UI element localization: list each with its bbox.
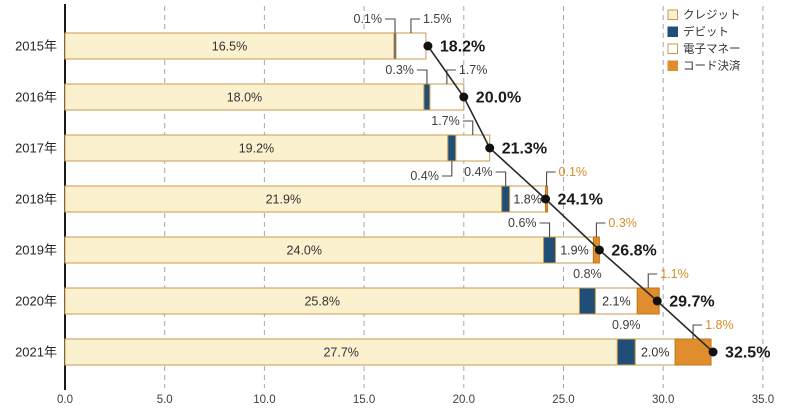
total-label: 18.2% bbox=[440, 39, 485, 56]
year-label: 2016年 bbox=[15, 90, 57, 105]
callout-connector bbox=[385, 18, 396, 33]
segment-value-label: 16.5% bbox=[212, 40, 247, 54]
total-label: 29.7% bbox=[669, 294, 714, 311]
trend-dot bbox=[423, 41, 433, 51]
segment-value-label: 0.4% bbox=[464, 165, 493, 179]
segment-value-label: 0.3% bbox=[608, 216, 637, 230]
segment-value-label: 19.2% bbox=[239, 142, 274, 156]
segment-emoney bbox=[555, 236, 594, 264]
segment-debit bbox=[447, 134, 457, 162]
total-label: 24.1% bbox=[558, 192, 603, 209]
segment-emoney bbox=[594, 287, 638, 315]
trend-dot bbox=[485, 143, 495, 153]
legend-swatch-credit-icon bbox=[667, 9, 678, 20]
callout-connector bbox=[446, 69, 456, 84]
x-tick-label: 30.0 bbox=[652, 394, 674, 406]
segment-emoney bbox=[429, 83, 465, 111]
legend-item-label: クレジット bbox=[683, 9, 741, 22]
segment-debit bbox=[578, 287, 596, 315]
legend-swatch-debit-icon bbox=[667, 26, 678, 37]
x-tick-label: 25.0 bbox=[552, 394, 574, 406]
segment-emoney bbox=[634, 338, 676, 366]
callout-connector bbox=[462, 120, 474, 135]
segment-value-label: 0.6% bbox=[508, 216, 537, 230]
segment-value-label: 25.8% bbox=[304, 295, 339, 309]
year-label: 2019年 bbox=[15, 243, 57, 258]
segment-value-label: 24.0% bbox=[287, 244, 322, 258]
segment-value-label: 0.1% bbox=[354, 12, 383, 26]
segment-value-label: 0.3% bbox=[385, 63, 414, 77]
callout-connector bbox=[595, 222, 606, 237]
total-label: 26.8% bbox=[611, 243, 656, 260]
segment-value-label: 18.0% bbox=[227, 91, 262, 105]
segment-value-label: 1.7% bbox=[459, 63, 488, 77]
year-label: 2018年 bbox=[15, 192, 57, 207]
segment-value-label: 1.8% bbox=[513, 193, 542, 207]
segment-value-label: 0.8% bbox=[573, 267, 602, 281]
legend-swatch-code-icon bbox=[667, 60, 678, 71]
callout-connector bbox=[546, 171, 556, 186]
legend-swatch-emoney-icon bbox=[667, 43, 678, 54]
x-tick-label: 10.0 bbox=[253, 394, 275, 406]
legend-item-label: コード決済 bbox=[683, 59, 741, 73]
trend-dot bbox=[541, 194, 551, 204]
segment-value-label: 2.0% bbox=[641, 346, 670, 360]
total-label: 20.0% bbox=[476, 90, 521, 107]
callout-connector bbox=[495, 171, 507, 186]
segment-debit bbox=[501, 185, 511, 213]
total-label: 32.5% bbox=[725, 345, 770, 362]
segment-emoney bbox=[395, 32, 427, 60]
callout-connector bbox=[416, 69, 428, 84]
segment-code bbox=[674, 338, 712, 366]
legend-item-label: デビット bbox=[683, 25, 729, 39]
year-label: 2021年 bbox=[15, 345, 57, 360]
segment-debit bbox=[423, 83, 431, 111]
x-tick-label: 0.0 bbox=[57, 394, 73, 406]
x-tick-label: 15.0 bbox=[353, 394, 375, 406]
segment-value-label: 27.7% bbox=[323, 346, 358, 360]
year-label: 2020年 bbox=[15, 294, 57, 309]
x-tick-label: 5.0 bbox=[157, 394, 173, 406]
segment-value-label: 1.7% bbox=[431, 114, 460, 128]
trend-dot bbox=[594, 245, 604, 255]
trend-dot bbox=[652, 296, 662, 306]
callout-connector bbox=[441, 161, 453, 177]
legend-item-label: 電子マネー bbox=[683, 43, 741, 56]
segment-value-label: 0.1% bbox=[559, 165, 588, 179]
segment-debit bbox=[616, 338, 636, 366]
segment-value-label: 1.9% bbox=[560, 244, 589, 258]
segment-value-label: 0.9% bbox=[612, 318, 641, 332]
trend-dot bbox=[459, 92, 469, 102]
segment-value-label: 2.1% bbox=[602, 295, 631, 309]
x-tick-label: 35.0 bbox=[752, 394, 774, 406]
segment-debit bbox=[543, 236, 557, 264]
segment-value-label: 1.1% bbox=[660, 267, 689, 281]
year-label: 2017年 bbox=[15, 141, 57, 156]
segment-value-label: 0.4% bbox=[410, 169, 439, 183]
year-label: 2015年 bbox=[15, 39, 57, 54]
callout-connector bbox=[539, 222, 551, 237]
segment-credit bbox=[64, 287, 580, 315]
segment-credit bbox=[64, 32, 395, 60]
total-label: 21.3% bbox=[502, 141, 547, 158]
callout-connector bbox=[647, 273, 658, 288]
x-tick-label: 20.0 bbox=[453, 394, 475, 406]
trend-dot bbox=[708, 347, 718, 357]
segment-value-label: 1.5% bbox=[423, 12, 452, 26]
callout-connector bbox=[410, 18, 420, 33]
segment-value-label: 21.9% bbox=[266, 193, 301, 207]
segment-credit bbox=[64, 338, 618, 366]
segment-value-label: 1.8% bbox=[705, 318, 734, 332]
